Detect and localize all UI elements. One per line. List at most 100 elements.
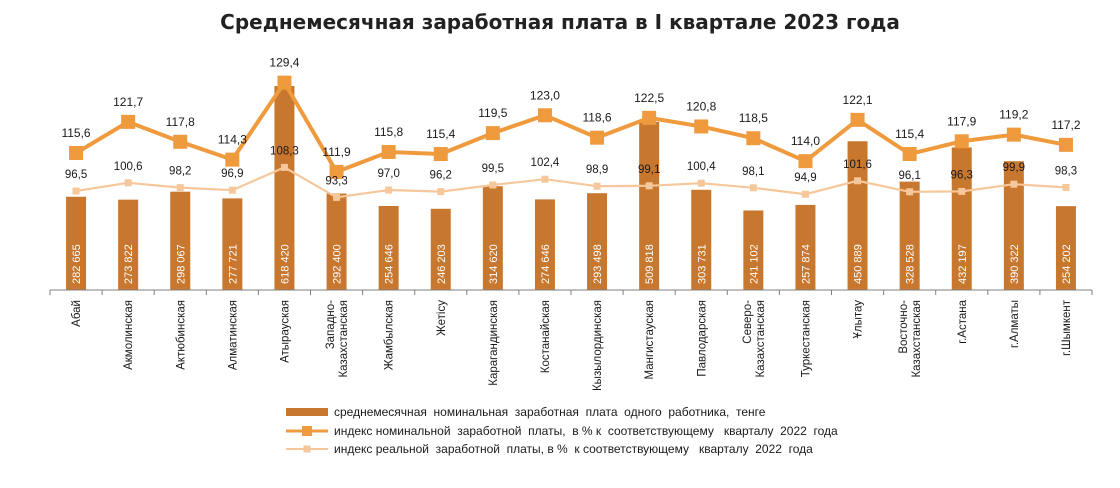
legend: среднемесячная номинальная заработная пл… xyxy=(286,405,838,456)
wage-bar-label: 298 067 xyxy=(175,244,187,284)
legend-label: индекс реальной заработной платы, в % к … xyxy=(334,442,813,456)
real-index-marker xyxy=(489,181,497,189)
nominal-index-marker xyxy=(798,154,813,169)
wage-bar xyxy=(482,186,503,290)
wage-bar xyxy=(118,199,139,290)
wage-bar xyxy=(899,181,920,290)
real-index-label: 101,6 xyxy=(843,159,872,171)
nominal-index-marker xyxy=(485,126,500,141)
wage-bar-label: 328 528 xyxy=(905,244,917,284)
wage-bar xyxy=(743,210,764,290)
nominal-index-marker xyxy=(277,75,292,90)
real-index-label: 99,9 xyxy=(1003,162,1025,174)
real-index-marker xyxy=(697,179,705,187)
legend-swatch-wage xyxy=(286,408,328,416)
category-label: Восточно-Казахстанская xyxy=(898,300,923,378)
wage-bar-label: 241 102 xyxy=(748,244,760,284)
nominal-index-marker xyxy=(954,134,969,149)
real-index-marker xyxy=(280,163,288,171)
legend-label: среднемесячная номинальная заработная пл… xyxy=(334,405,766,419)
category-label: Жамбылская xyxy=(384,300,396,370)
wage-bar xyxy=(326,193,347,290)
wage-bar-label: 432 197 xyxy=(957,244,969,284)
nominal-index-label: 119,2 xyxy=(999,108,1028,122)
category-label: Ұлытау xyxy=(853,300,865,339)
real-index-marker xyxy=(645,182,653,190)
wage-bar-label: 390 322 xyxy=(1009,244,1021,284)
real-index-marker xyxy=(541,175,549,183)
nominal-index-label: 122,5 xyxy=(634,91,664,105)
nominal-index-label: 114,0 xyxy=(791,134,820,148)
nominal-index-label: 117,8 xyxy=(166,115,195,129)
real-index-marker xyxy=(749,184,757,192)
nominal-index-marker xyxy=(69,146,84,160)
category-label: Туркестанская xyxy=(800,300,812,377)
real-index-line xyxy=(75,166,1067,199)
nominal-index-label: 123,0 xyxy=(530,88,560,102)
wage-bar xyxy=(587,193,608,290)
legend-label: индекс номинальной заработной платы, в %… xyxy=(334,424,838,438)
wage-bar xyxy=(534,199,555,290)
real-index-label: 94,9 xyxy=(794,172,816,184)
real-index-label: 96,2 xyxy=(430,170,452,182)
real-index-label: 97,0 xyxy=(377,168,399,180)
category-label: Павлодарская xyxy=(696,300,708,377)
real-index-label: 96,5 xyxy=(65,169,87,181)
lines-layer xyxy=(69,75,1073,201)
nominal-index-label: 115,8 xyxy=(374,125,403,139)
nominal-index-label: 120,8 xyxy=(686,99,716,113)
wage-bar xyxy=(795,204,816,290)
category-label: г.Астана xyxy=(957,299,969,343)
real-index-label: 98,1 xyxy=(742,166,764,178)
category-label: Мангистауская xyxy=(644,300,656,380)
real-index-label: 100,6 xyxy=(114,161,143,173)
category-label: Северо-Казахстанская xyxy=(742,300,767,378)
nominal-index-marker xyxy=(746,131,761,146)
category-label: Костанайская xyxy=(540,300,552,373)
nominal-index-marker xyxy=(642,110,657,125)
category-label: Жетісу xyxy=(436,300,448,336)
real-index-marker xyxy=(1062,183,1070,191)
real-index-label: 108,3 xyxy=(270,145,299,157)
nominal-index-marker xyxy=(1058,137,1073,152)
wage-bar-label: 292 400 xyxy=(332,244,344,284)
category-label: г.Шымкент xyxy=(1061,299,1073,356)
nominal-index-label: 117,2 xyxy=(1051,118,1080,132)
category-label: Акмолинская xyxy=(123,300,135,370)
nominal-index-marker xyxy=(121,114,136,129)
wage-bar-label: 254 202 xyxy=(1061,244,1073,284)
real-index-label: 96,1 xyxy=(898,170,920,182)
nominal-index-line xyxy=(75,78,1067,175)
real-index-label: 98,2 xyxy=(169,166,191,178)
category-label: Кызылординская xyxy=(592,300,604,391)
wage-bar xyxy=(222,198,243,290)
real-index-label: 96,3 xyxy=(951,169,973,181)
category-label: Алматинская xyxy=(227,300,239,370)
category-label: Актюбинская xyxy=(175,300,187,370)
nominal-index-label: 115,6 xyxy=(61,126,90,140)
wage-bar xyxy=(1003,161,1024,290)
category-label: Абай xyxy=(71,300,83,327)
wage-bar xyxy=(691,189,712,290)
nominal-index-marker xyxy=(537,108,552,123)
real-index-marker xyxy=(854,177,862,185)
nominal-index-label: 115,4 xyxy=(895,127,924,141)
wage-bar-label: 277 721 xyxy=(227,244,239,284)
nominal-index-label: 122,1 xyxy=(843,93,873,107)
nominal-index-marker xyxy=(381,144,396,159)
nominal-index-marker xyxy=(433,147,448,162)
real-index-marker xyxy=(958,187,966,195)
x-axis: Абай Акмолинская Актюбинская Алматинская Аты… xyxy=(49,289,1093,391)
category-label: Атырауская xyxy=(279,300,291,363)
real-index-marker xyxy=(333,193,341,201)
legend-swatch-nominal-marker xyxy=(302,426,312,436)
real-index-label: 93,3 xyxy=(325,175,347,187)
bars-layer xyxy=(66,86,1076,290)
nominal-index-marker xyxy=(850,112,865,127)
real-index-marker xyxy=(906,188,914,196)
wage-bar xyxy=(430,208,451,290)
labels-layer: 282 665 273 822 298 067 277 721 618 420 292 4… xyxy=(61,56,1080,284)
wage-bar-label: 246 203 xyxy=(436,244,448,284)
real-index-label: 100,4 xyxy=(687,161,716,173)
